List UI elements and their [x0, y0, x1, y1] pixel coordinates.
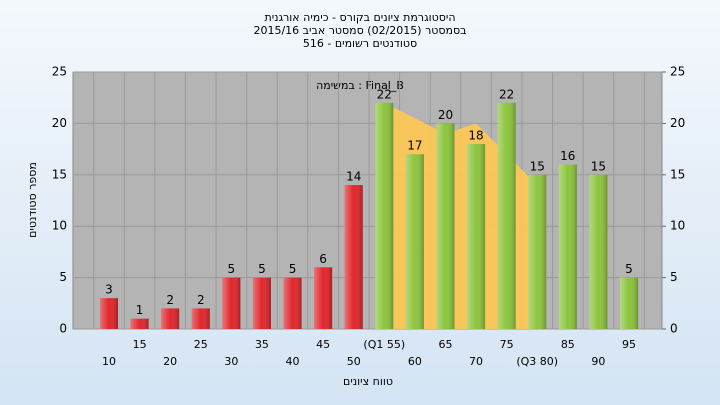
bar-shade — [344, 185, 363, 329]
y-tick-label: 5 — [59, 270, 67, 284]
data-label: 16 — [560, 149, 575, 163]
data-label: 6 — [319, 252, 327, 266]
x-tick-label: 65 — [438, 338, 452, 351]
y-tick-label: 0 — [59, 322, 67, 336]
x-axis-label: טווח ציונים — [343, 375, 393, 388]
bar-shade — [528, 174, 547, 329]
x-tick-label: 40 — [286, 355, 300, 368]
bar-shade — [375, 102, 394, 329]
x-tick-label: 70 — [469, 355, 483, 368]
y2-tick-label: 15 — [670, 167, 685, 181]
y2-tick-label: 20 — [670, 116, 685, 130]
y2-tick-label: 10 — [670, 219, 685, 233]
data-label: 22 — [499, 87, 514, 101]
bar-shade — [161, 308, 180, 329]
x-tick-label: 50 — [347, 355, 361, 368]
data-label: 5 — [625, 262, 633, 276]
x-tick-label: 85 — [561, 338, 575, 351]
chart-subtitle: בסמסטר (02/2015) סמסטר אביב 2015/16 — [253, 24, 466, 37]
bar-shade — [497, 102, 516, 329]
x-tick-label: 75 — [500, 338, 514, 351]
bar-shade — [589, 174, 608, 329]
data-label: 5 — [289, 262, 297, 276]
bar-shade — [252, 277, 271, 329]
y-tick-label: 25 — [52, 65, 67, 79]
chart-subtitle: סטודנטים רשומים - 516 — [303, 37, 417, 50]
data-label: 2 — [166, 293, 174, 307]
y2-tick-label: 0 — [670, 322, 678, 336]
x-tick-label: 25 — [194, 338, 208, 351]
y2-tick-label: 5 — [670, 270, 678, 284]
data-label: 20 — [438, 108, 453, 122]
data-label: 22 — [377, 87, 392, 101]
data-label: 5 — [228, 262, 236, 276]
x-tick-label: 30 — [224, 355, 238, 368]
x-tick-label: 45 — [316, 338, 330, 351]
x-tick-label: (Q3 80) — [516, 355, 558, 368]
x-tick-label: (Q1 55) — [363, 338, 405, 351]
bar-shade — [130, 318, 149, 329]
x-tick-label: 60 — [408, 355, 422, 368]
bar-shade — [620, 277, 638, 329]
bar-shade — [467, 143, 486, 329]
bar-shade — [436, 123, 455, 330]
bar-shade — [558, 164, 577, 329]
bar-shade — [222, 277, 241, 329]
x-tick-label: 15 — [133, 338, 147, 351]
data-label: 15 — [591, 159, 606, 173]
chart-title: היסטוגרמת ציונים בקורס - כימיה אורגנית — [264, 11, 455, 24]
data-label: 5 — [258, 262, 266, 276]
data-label: 14 — [346, 170, 361, 184]
x-tick-label: 35 — [255, 338, 269, 351]
data-label: 18 — [468, 128, 483, 142]
y-axis-label: מספר סטודנטים — [26, 162, 39, 238]
data-label: 3 — [105, 283, 113, 297]
bar-shade — [100, 298, 118, 329]
bar-shade — [405, 154, 424, 329]
y-tick-label: 20 — [52, 116, 67, 130]
data-label: 1 — [136, 303, 144, 317]
x-tick-label: 90 — [591, 355, 605, 368]
bar-shade — [283, 277, 302, 329]
y2-tick-label: 25 — [670, 65, 685, 79]
y-tick-label: 15 — [52, 167, 67, 181]
data-label: 17 — [407, 139, 422, 153]
x-tick-label: 20 — [163, 355, 177, 368]
x-tick-label: 10 — [102, 355, 116, 368]
data-label: 15 — [530, 159, 545, 173]
data-label: 2 — [197, 293, 205, 307]
bar-shade — [191, 308, 210, 329]
y-tick-label: 10 — [52, 219, 67, 233]
bar-shade — [314, 267, 333, 329]
x-tick-label: 95 — [622, 338, 636, 351]
